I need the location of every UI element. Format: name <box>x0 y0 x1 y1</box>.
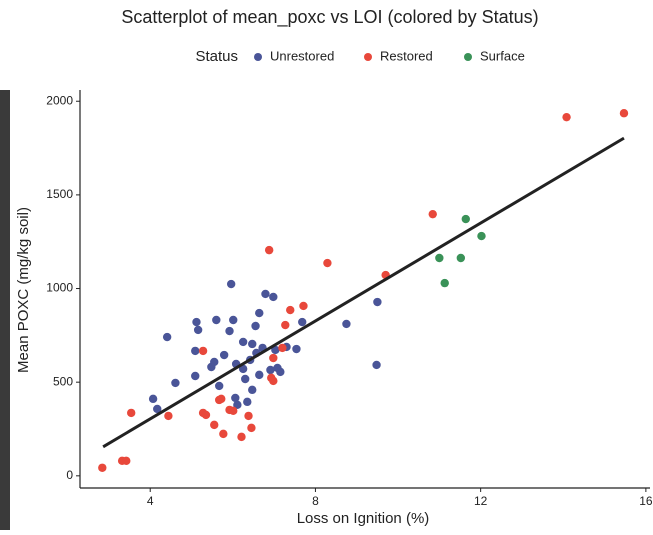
point <box>164 411 173 421</box>
point <box>210 420 219 430</box>
point <box>98 463 107 472</box>
point <box>251 321 260 331</box>
point <box>269 353 278 363</box>
point <box>286 305 295 315</box>
trend-line <box>102 136 625 449</box>
legend-marker <box>464 53 472 61</box>
point <box>619 109 629 118</box>
point <box>241 374 250 384</box>
point <box>191 371 200 381</box>
x-tick-label: 8 <box>312 494 319 508</box>
point <box>219 350 229 360</box>
legend-label: Restored <box>380 48 433 63</box>
point <box>233 400 242 410</box>
x-tick-label: 12 <box>474 494 488 508</box>
point <box>225 326 234 336</box>
point <box>238 337 248 347</box>
point <box>231 393 240 403</box>
point <box>276 367 285 377</box>
legend-label: Unrestored <box>270 48 334 63</box>
chart-title: Scatterplot of mean_poxc vs LOI (colored… <box>121 7 538 28</box>
legend-title: Status <box>195 48 238 65</box>
point <box>269 292 278 302</box>
point <box>248 339 257 349</box>
point <box>148 394 158 404</box>
point <box>244 411 253 421</box>
point <box>247 423 256 433</box>
x-axis-label: Loss on Ignition (%) <box>297 510 430 527</box>
point <box>214 381 224 391</box>
x-tick-label: 4 <box>147 494 154 508</box>
point <box>212 315 221 325</box>
point <box>461 214 470 224</box>
legend-label: Surface <box>480 48 525 63</box>
point <box>372 360 381 370</box>
point <box>229 406 238 416</box>
point <box>428 209 437 219</box>
point <box>255 370 264 380</box>
point <box>440 278 449 288</box>
legend-marker <box>364 53 372 61</box>
point <box>217 394 226 404</box>
point <box>292 344 301 354</box>
point <box>210 357 219 367</box>
point <box>237 432 246 442</box>
point <box>271 345 280 355</box>
y-tick-label: 500 <box>53 374 73 388</box>
point <box>226 279 236 289</box>
point <box>248 385 257 395</box>
point <box>261 289 270 299</box>
point <box>171 378 180 388</box>
point <box>191 346 200 356</box>
y-tick-label: 0 <box>66 468 73 482</box>
point <box>269 376 278 386</box>
point <box>122 456 131 466</box>
point <box>198 346 208 356</box>
point <box>278 343 287 353</box>
point <box>373 297 382 307</box>
point <box>435 253 444 263</box>
point <box>299 301 308 311</box>
point <box>201 410 211 420</box>
y-axis-label: Mean POXC (mg/kg soil) <box>15 207 32 373</box>
point <box>456 253 466 263</box>
point <box>162 332 172 342</box>
point <box>281 320 290 330</box>
point <box>477 231 486 241</box>
legend-marker <box>254 53 262 61</box>
point <box>127 408 136 418</box>
point <box>255 308 264 318</box>
point <box>193 325 203 335</box>
point <box>229 315 238 325</box>
point <box>243 397 252 407</box>
y-tick-label: 1500 <box>46 187 73 201</box>
y-tick-label: 1000 <box>46 281 73 295</box>
point <box>562 112 571 122</box>
y-tick-label: 2000 <box>46 93 73 107</box>
point <box>192 317 201 327</box>
point <box>323 258 332 268</box>
point <box>298 317 307 327</box>
x-tick-label: 16 <box>639 494 653 508</box>
point <box>219 429 228 439</box>
point <box>264 245 274 255</box>
point <box>153 404 162 414</box>
point <box>266 365 275 375</box>
edge-strip <box>0 90 10 530</box>
point <box>342 319 351 329</box>
